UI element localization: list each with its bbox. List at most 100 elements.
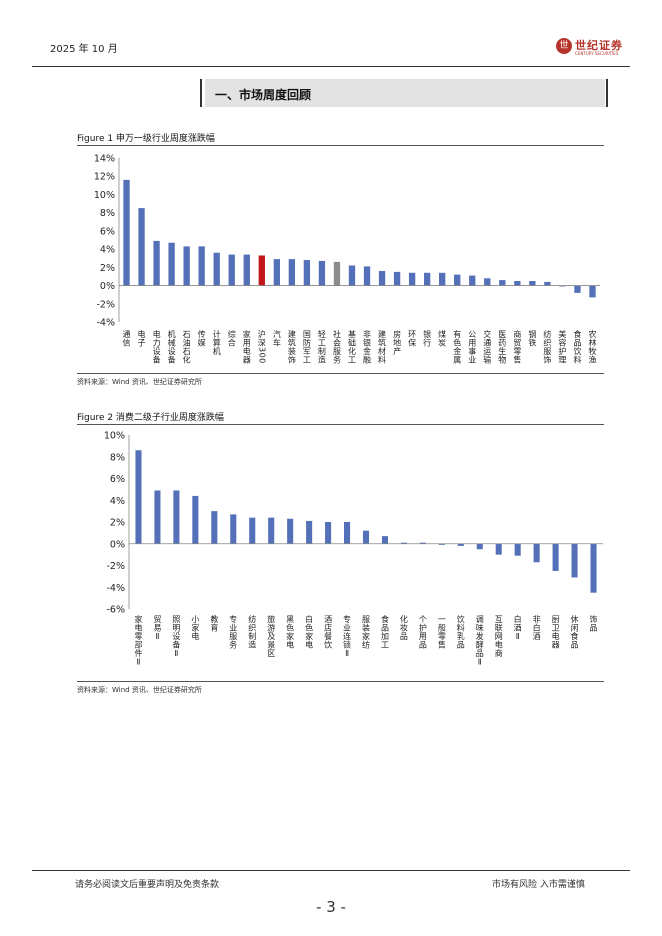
bar-31 bbox=[589, 285, 596, 298]
bar-1 bbox=[154, 490, 161, 544]
bar-11 bbox=[288, 259, 296, 286]
figure2-chart: -6% -4% -2% 0% 2% 4% 6% 8% 10% 家电零部件Ⅱ 贸易Ⅱ 照明设备Ⅱ 小家电 教… bbox=[104, 431, 603, 667]
category-label-2: 电力设备 bbox=[152, 329, 161, 365]
figure2-source: 资料来源：Wind 资讯、世纪证券研究所 bbox=[77, 686, 202, 694]
y-tick-label: -2% bbox=[97, 299, 116, 310]
logo-text-cn: 世纪证券 bbox=[575, 39, 623, 52]
y-tick-label: 8% bbox=[100, 208, 115, 219]
figure2-bottom-rule bbox=[77, 681, 604, 682]
bar-16 bbox=[363, 266, 371, 286]
category-label-11: 建筑装饰 bbox=[287, 329, 296, 365]
bar-15 bbox=[419, 542, 426, 544]
bar-18 bbox=[393, 271, 401, 286]
y-tick-label: 8% bbox=[110, 452, 125, 463]
bar-15 bbox=[348, 265, 356, 286]
y-tick-label: -4% bbox=[97, 318, 116, 329]
category-label-10: 汽车 bbox=[272, 329, 281, 348]
y-tick-label: 12% bbox=[94, 172, 115, 183]
y-tick-label: 10% bbox=[94, 190, 115, 201]
category-label-15: 个护用品 bbox=[418, 615, 427, 650]
category-label-3: 机械设备 bbox=[167, 329, 176, 365]
y-tick-label: 6% bbox=[100, 226, 115, 237]
category-label-30: 食品饮料 bbox=[573, 329, 582, 365]
bar-12 bbox=[362, 530, 370, 544]
bar-9 bbox=[306, 520, 313, 544]
section-left-bar bbox=[200, 79, 202, 107]
bar-4 bbox=[183, 246, 190, 286]
bar-20 bbox=[423, 272, 431, 286]
figure1-top-rule bbox=[77, 145, 604, 146]
category-label-12: 国防军工 bbox=[302, 330, 311, 364]
bar-24 bbox=[590, 543, 597, 593]
bar-2 bbox=[173, 490, 180, 544]
bar-14 bbox=[400, 542, 407, 544]
bar-2 bbox=[153, 240, 160, 286]
category-label-6: 计算机 bbox=[212, 329, 221, 356]
category-label-1: 贸易Ⅱ bbox=[153, 614, 162, 641]
bar-24 bbox=[484, 278, 491, 286]
bar-29 bbox=[559, 285, 566, 287]
y-tick-label: 0% bbox=[110, 539, 125, 550]
category-label-4: 石油石化 bbox=[182, 330, 191, 365]
category-label-12: 服装家纺 bbox=[362, 615, 371, 650]
footer-divider bbox=[32, 870, 630, 871]
category-label-1: 电子 bbox=[137, 329, 146, 347]
bar-20 bbox=[514, 543, 521, 556]
category-label-0: 通信 bbox=[122, 329, 131, 348]
bar-16 bbox=[438, 543, 445, 545]
section-right-bar bbox=[606, 79, 608, 107]
category-label-5: 专业服务 bbox=[229, 614, 238, 650]
bar-25 bbox=[499, 280, 506, 286]
category-label-23: 公用事业 bbox=[468, 330, 477, 364]
category-label-2: 照明设备Ⅱ bbox=[172, 615, 181, 659]
header-divider bbox=[32, 66, 630, 67]
category-label-7: 综合 bbox=[227, 329, 236, 348]
category-label-17: 建筑材料 bbox=[378, 329, 387, 365]
bar-13 bbox=[381, 536, 388, 544]
bar-17 bbox=[378, 270, 386, 286]
footer-disclaimer: 请务必阅读文后重要声明及免责条款 bbox=[75, 880, 220, 890]
bar-6 bbox=[249, 517, 256, 544]
category-label-16: 一般零售 bbox=[437, 615, 446, 650]
bar-17 bbox=[457, 543, 464, 546]
category-label-31: 农林牧渔 bbox=[588, 329, 597, 364]
bar-4 bbox=[211, 511, 218, 544]
bar-27 bbox=[529, 281, 536, 286]
bar-7 bbox=[268, 517, 275, 544]
bar-0 bbox=[123, 179, 130, 286]
category-label-19: 互联网电商 bbox=[494, 615, 503, 658]
footer-risk-warning: 市场有风险 入市需谨慎 bbox=[492, 880, 585, 890]
figure1-source: 资料来源：Wind 资讯、世纪证券研究所 bbox=[77, 378, 202, 386]
bar-11 bbox=[344, 522, 351, 544]
section-title: 一、市场周度回顾 bbox=[215, 88, 312, 102]
category-label-20: 白酒Ⅱ bbox=[513, 614, 522, 641]
figure1-bottom-rule bbox=[77, 373, 604, 374]
category-label-8: 家用电器 bbox=[242, 329, 251, 365]
category-label-25: 医药生物 bbox=[498, 330, 507, 365]
category-label-16: 非银金融 bbox=[363, 329, 372, 365]
category-label-18: 房地产 bbox=[393, 329, 402, 356]
y-tick-label: -2% bbox=[107, 561, 126, 572]
category-label-14: 化妆品 bbox=[399, 614, 408, 641]
y-tick-label: 4% bbox=[100, 245, 115, 256]
category-label-21: 非白酒 bbox=[532, 614, 541, 641]
category-label-5: 传媒 bbox=[197, 329, 206, 348]
category-label-18: 调味发酵品Ⅱ bbox=[475, 615, 484, 667]
category-label-14: 社会服务 bbox=[332, 329, 341, 365]
bar-8 bbox=[287, 518, 294, 544]
bar-10 bbox=[273, 259, 280, 286]
category-label-27: 钢铁 bbox=[528, 329, 537, 348]
bar-9 bbox=[258, 255, 265, 286]
y-tick-label: 6% bbox=[110, 474, 125, 485]
bar-6 bbox=[213, 252, 220, 286]
category-label-13: 轻工制造 bbox=[317, 329, 326, 365]
category-label-24: 交通运输 bbox=[483, 329, 492, 365]
y-tick-label: 4% bbox=[110, 496, 125, 507]
bar-21 bbox=[533, 543, 540, 563]
bar-28 bbox=[544, 281, 551, 286]
bar-19 bbox=[408, 272, 416, 286]
figure2-top-rule bbox=[77, 424, 604, 425]
bar-5 bbox=[230, 514, 237, 544]
category-label-6: 纺织制造 bbox=[248, 614, 257, 650]
category-label-8: 黑色家电 bbox=[286, 615, 295, 649]
